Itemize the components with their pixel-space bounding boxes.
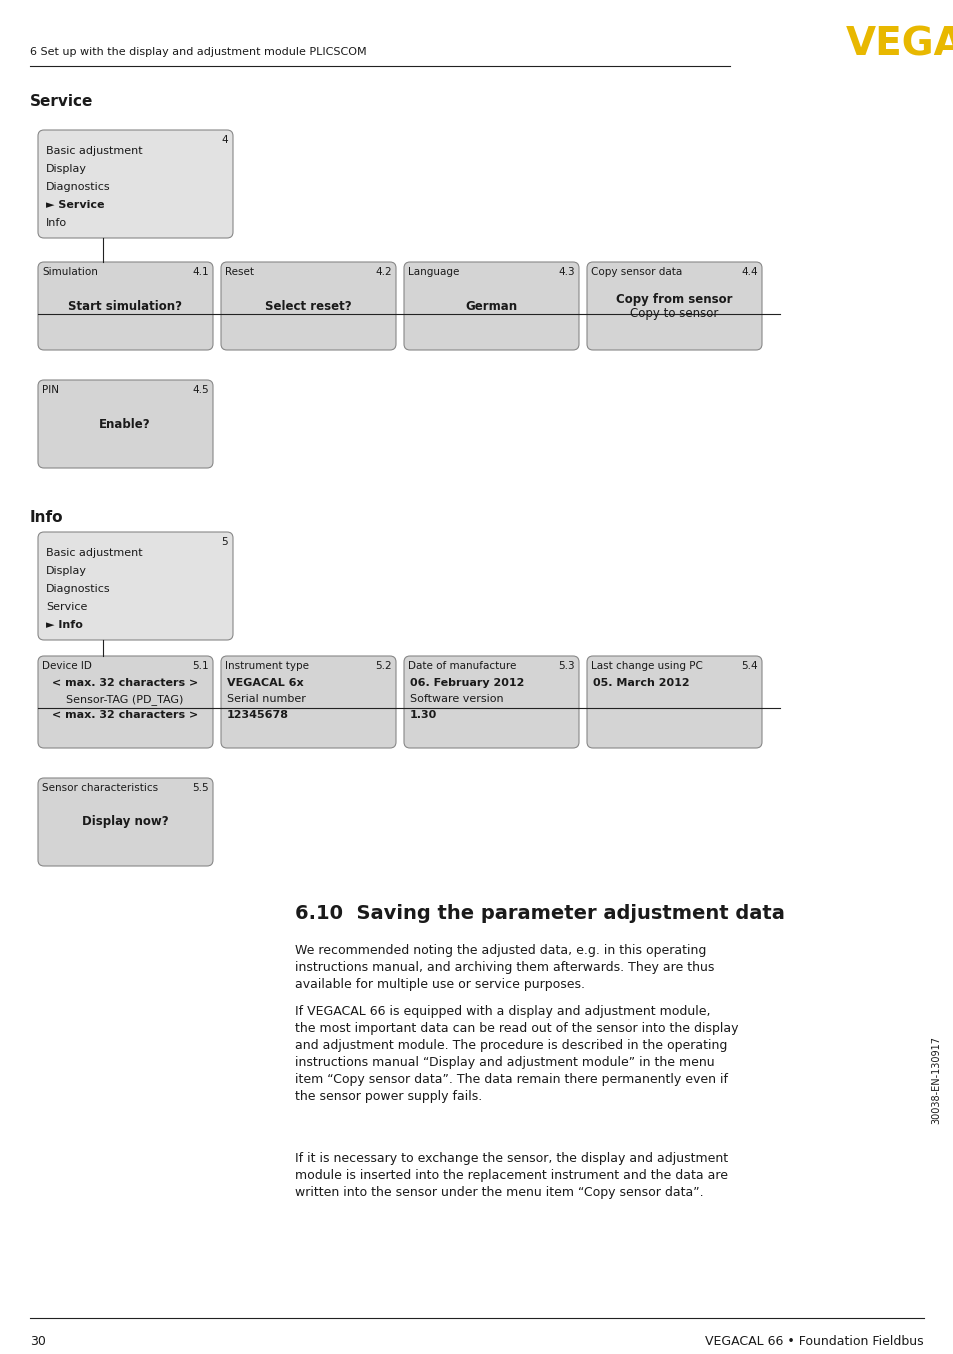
Text: Simulation: Simulation — [42, 267, 98, 278]
Text: 4.4: 4.4 — [740, 267, 758, 278]
Text: If VEGACAL 66 is equipped with a display and adjustment module,
the most importa: If VEGACAL 66 is equipped with a display… — [294, 1005, 738, 1104]
FancyBboxPatch shape — [38, 263, 213, 349]
FancyBboxPatch shape — [38, 779, 213, 867]
Text: Language: Language — [408, 267, 459, 278]
Text: Info: Info — [30, 510, 64, 525]
Text: Copy sensor data: Copy sensor data — [590, 267, 681, 278]
FancyBboxPatch shape — [38, 655, 213, 747]
Text: Serial number: Serial number — [227, 695, 306, 704]
FancyBboxPatch shape — [38, 532, 233, 640]
FancyBboxPatch shape — [221, 655, 395, 747]
Text: 5.2: 5.2 — [375, 661, 392, 672]
Text: 4: 4 — [221, 135, 228, 145]
FancyBboxPatch shape — [586, 655, 761, 747]
Text: Instrument type: Instrument type — [225, 661, 309, 672]
FancyBboxPatch shape — [586, 263, 761, 349]
Text: 1.30: 1.30 — [410, 709, 436, 720]
Text: 6.10  Saving the parameter adjustment data: 6.10 Saving the parameter adjustment dat… — [294, 904, 784, 923]
Text: Display: Display — [46, 164, 87, 175]
Text: 4.2: 4.2 — [375, 267, 392, 278]
Text: VEGACAL 66 • Foundation Fieldbus: VEGACAL 66 • Foundation Fieldbus — [704, 1335, 923, 1349]
Text: Basic adjustment: Basic adjustment — [46, 146, 143, 156]
Text: Info: Info — [46, 218, 67, 227]
Text: Copy to sensor: Copy to sensor — [629, 306, 718, 320]
Text: 5.1: 5.1 — [193, 661, 209, 672]
Text: Device ID: Device ID — [42, 661, 91, 672]
Text: 5.3: 5.3 — [558, 661, 575, 672]
Text: Start simulation?: Start simulation? — [68, 299, 182, 313]
Text: < max. 32 characters >: < max. 32 characters > — [51, 709, 198, 720]
Text: We recommended noting the adjusted data, e.g. in this operating
instructions man: We recommended noting the adjusted data,… — [294, 944, 714, 991]
Text: VEGA: VEGA — [844, 24, 953, 64]
Text: 4.5: 4.5 — [193, 385, 209, 395]
Text: 06. February 2012: 06. February 2012 — [410, 678, 524, 688]
Text: German: German — [464, 299, 517, 313]
Text: 6 Set up with the display and adjustment module PLICSCOM: 6 Set up with the display and adjustment… — [30, 47, 366, 57]
FancyBboxPatch shape — [221, 263, 395, 349]
Text: 30: 30 — [30, 1335, 46, 1349]
Text: PIN: PIN — [42, 385, 59, 395]
Text: Basic adjustment: Basic adjustment — [46, 548, 143, 558]
Text: Select reset?: Select reset? — [264, 299, 351, 313]
FancyBboxPatch shape — [38, 130, 233, 238]
Text: 5.5: 5.5 — [193, 783, 209, 793]
FancyBboxPatch shape — [403, 655, 578, 747]
Text: 05. March 2012: 05. March 2012 — [593, 678, 689, 688]
Text: Service: Service — [30, 93, 93, 110]
Text: Service: Service — [46, 603, 88, 612]
Text: 5.4: 5.4 — [740, 661, 758, 672]
Text: Last change using PC: Last change using PC — [590, 661, 702, 672]
Text: 30038-EN-130917: 30038-EN-130917 — [930, 1036, 940, 1124]
Text: Copy from sensor: Copy from sensor — [615, 292, 732, 306]
Text: < max. 32 characters >: < max. 32 characters > — [51, 678, 198, 688]
Text: VEGACAL 6x: VEGACAL 6x — [227, 678, 303, 688]
FancyBboxPatch shape — [403, 263, 578, 349]
Text: 4.1: 4.1 — [193, 267, 209, 278]
Text: Sensor-TAG (PD_TAG): Sensor-TAG (PD_TAG) — [67, 695, 184, 705]
Text: ► Service: ► Service — [46, 200, 105, 210]
Text: ► Info: ► Info — [46, 620, 83, 630]
Text: Reset: Reset — [225, 267, 253, 278]
Text: 5: 5 — [221, 538, 228, 547]
Text: 12345678: 12345678 — [227, 709, 289, 720]
Text: Sensor characteristics: Sensor characteristics — [42, 783, 158, 793]
Text: Display: Display — [46, 566, 87, 575]
Text: Enable?: Enable? — [99, 417, 151, 431]
Text: If it is necessary to exchange the sensor, the display and adjustment
module is : If it is necessary to exchange the senso… — [294, 1152, 727, 1200]
Text: Diagnostics: Diagnostics — [46, 584, 111, 594]
Text: 4.3: 4.3 — [558, 267, 575, 278]
Text: Software version: Software version — [410, 695, 503, 704]
Text: Date of manufacture: Date of manufacture — [408, 661, 516, 672]
Text: Diagnostics: Diagnostics — [46, 181, 111, 192]
FancyBboxPatch shape — [38, 380, 213, 468]
Text: Display now?: Display now? — [82, 815, 168, 829]
